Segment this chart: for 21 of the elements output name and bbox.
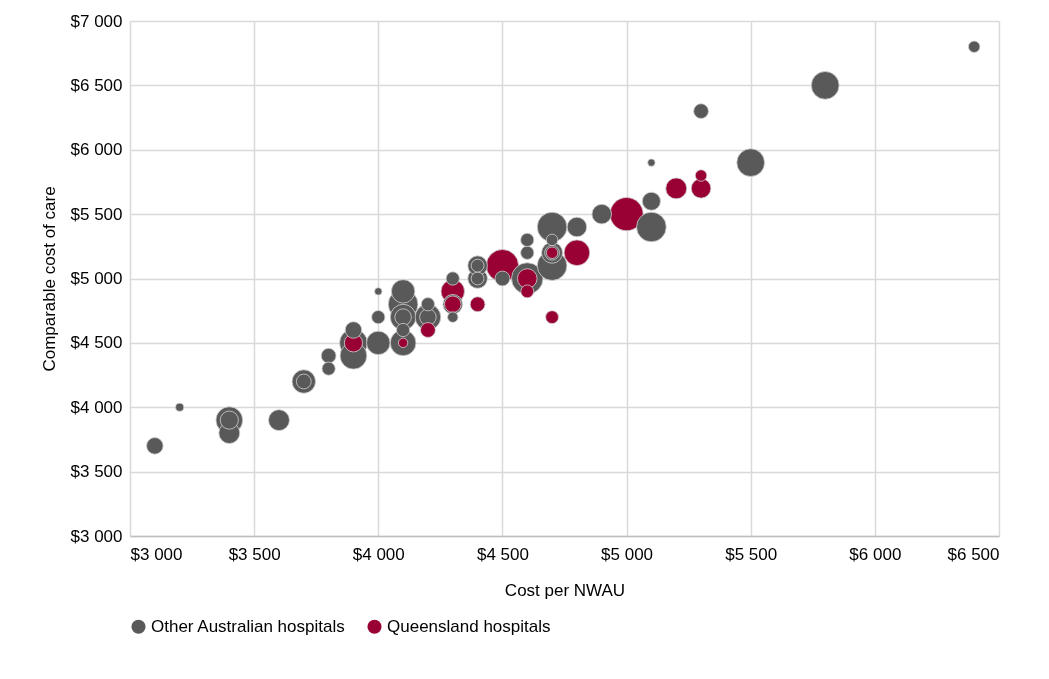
x-tick-label: $6 000 — [849, 544, 902, 564]
x-tick-label: $5 000 — [601, 544, 654, 564]
x-axis-title: Cost per NWAU — [504, 580, 626, 600]
y-tick-label: $4 500 — [70, 333, 123, 353]
y-tick-label: $4 000 — [70, 397, 123, 417]
x-tick-label: $3 500 — [228, 544, 281, 564]
y-tick-label: $6 500 — [70, 75, 123, 95]
legend-label: Queensland hospitals — [387, 616, 551, 636]
x-tick-label: $5 500 — [725, 544, 778, 564]
y-tick-label: $5 000 — [70, 269, 123, 288]
x-tick-label: $3 000 — [130, 544, 183, 564]
y-tick-label: $7 000 — [70, 11, 123, 31]
y-tick-label: $3 500 — [70, 462, 123, 482]
legend-label: Other Australian hospitals — [151, 616, 345, 636]
y-tick-label: $3 000 — [70, 526, 123, 546]
x-tick-label: $4 500 — [476, 544, 529, 564]
y-tick-label: $5 500 — [70, 204, 123, 224]
y-axis-title: Comparable cost of care — [39, 186, 59, 372]
y-tick-label: $6 000 — [70, 140, 123, 160]
x-tick-label: $6 500 — [947, 544, 1000, 564]
x-tick-label: $4 000 — [352, 544, 405, 564]
